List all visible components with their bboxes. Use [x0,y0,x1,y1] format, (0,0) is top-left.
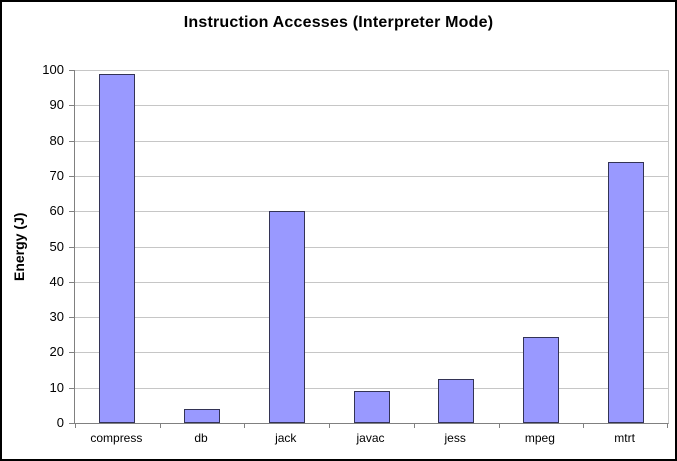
bar-mtrt [607,161,644,423]
x-category-label: javac [356,431,385,445]
x-axis-tick [413,423,415,428]
y-axis-tick [69,211,75,213]
y-axis-tick [69,281,75,283]
x-category-label: compress [90,431,143,445]
x-axis-tick [498,423,500,428]
gridline [75,317,668,319]
gridline [75,281,668,283]
x-category-label: jack [275,431,297,445]
gridline [75,246,668,248]
x-category-label: db [194,431,208,445]
chart-title: Instruction Accesses (Interpreter Mode) [183,14,494,31]
y-axis-title: Energy (J) [11,212,27,281]
y-axis-tick [69,140,75,142]
bar-mpeg [522,336,559,423]
y-axis-tick [69,70,75,71]
gridline [75,211,668,213]
x-axis-tick [75,423,76,428]
gridline [75,140,668,142]
x-axis-tick [244,423,246,428]
gridline [75,175,668,177]
bar-jack [268,211,305,423]
y-axis-tick [69,175,75,177]
bar-db [184,408,221,423]
x-axis-tick [329,423,331,428]
x-axis-tick [159,423,161,428]
x-axis-tick [583,423,585,428]
y-axis-tick [69,317,75,319]
bar-compress [99,73,136,423]
y-axis-tick [69,246,75,248]
y-axis-tick [69,423,75,424]
bar-javac [353,391,390,423]
gridline [75,105,668,107]
y-axis-tick [69,387,75,389]
x-category-label: mtrt [614,431,635,445]
x-category-label: jess [444,431,466,445]
x-category-label: mpeg [524,431,555,445]
plot-area [69,70,669,428]
gridline [75,70,668,71]
x-axis-tick [667,423,668,428]
y-axis-tick [69,352,75,354]
gridline [75,352,668,354]
gridline [75,387,668,389]
y-axis-tick [69,105,75,107]
bar-jess [438,378,475,423]
